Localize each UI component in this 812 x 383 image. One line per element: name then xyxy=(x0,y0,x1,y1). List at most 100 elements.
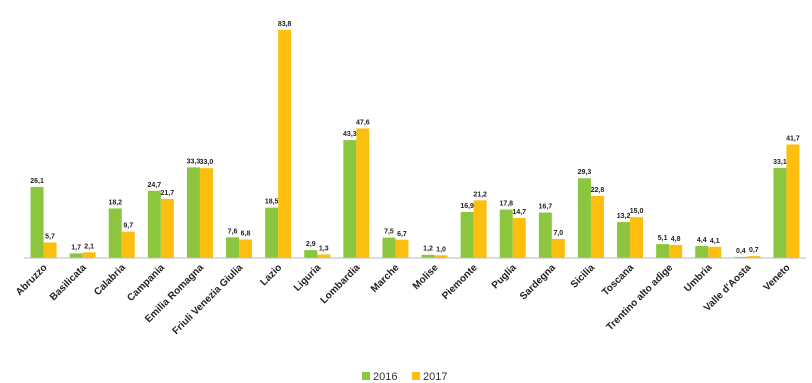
x-tick-label: Campania xyxy=(125,262,167,304)
bar xyxy=(656,244,670,258)
bar xyxy=(186,167,200,258)
value-label: 22,8 xyxy=(591,187,605,194)
bar xyxy=(538,212,552,258)
bar xyxy=(786,144,800,258)
value-label: 4,1 xyxy=(710,238,720,245)
legend-label: 2016 xyxy=(373,371,397,383)
x-tick-label: Toscana xyxy=(600,262,636,298)
x-tick-label: Umbria xyxy=(682,262,714,294)
bar xyxy=(630,217,644,258)
value-label: 15,0 xyxy=(630,208,644,215)
x-tick-label: Lazio xyxy=(258,262,284,288)
value-label: 18,5 xyxy=(265,199,279,206)
x-tick-label: Molise xyxy=(411,262,441,292)
bar xyxy=(304,250,318,258)
value-label: 21,2 xyxy=(473,191,487,198)
value-label: 18,2 xyxy=(108,199,122,206)
x-tick-label: Marche xyxy=(369,262,402,295)
bar xyxy=(434,255,448,258)
bar xyxy=(278,29,292,258)
bar xyxy=(590,195,604,258)
bar xyxy=(160,198,174,258)
value-label: 24,7 xyxy=(148,182,162,189)
bar xyxy=(343,140,357,258)
value-label: 1,2 xyxy=(423,246,433,253)
bar xyxy=(577,178,591,258)
bar xyxy=(121,231,135,258)
value-label: 21,7 xyxy=(161,190,175,197)
bar xyxy=(421,254,435,258)
bar xyxy=(499,209,513,258)
bar xyxy=(147,190,161,258)
value-label: 16,9 xyxy=(460,203,474,210)
x-tick-label: Liguria xyxy=(292,262,324,294)
value-label: 29,3 xyxy=(578,169,592,176)
bar xyxy=(108,208,122,258)
value-label: 0,7 xyxy=(749,247,759,254)
value-label: 9,7 xyxy=(123,223,133,230)
x-tick-label: Piemonte xyxy=(440,262,480,302)
value-label: 33,1 xyxy=(773,159,787,166)
value-label: 33,0 xyxy=(200,159,214,166)
bar xyxy=(708,246,722,258)
bar xyxy=(265,207,279,258)
legend-label: 2017 xyxy=(423,371,447,383)
bar xyxy=(30,186,44,258)
value-label: 5,1 xyxy=(658,235,668,242)
value-label: 6,7 xyxy=(397,231,407,238)
value-label: 6,8 xyxy=(241,230,251,237)
bar xyxy=(382,237,396,258)
value-label: 83,8 xyxy=(278,21,292,28)
x-tick-label: Calabria xyxy=(92,262,128,298)
bar xyxy=(226,237,240,258)
value-label: 1,0 xyxy=(436,246,446,253)
value-label: 0,4 xyxy=(736,248,746,255)
x-tick-label: Veneto xyxy=(762,262,793,293)
bar xyxy=(69,253,83,258)
bar xyxy=(669,244,683,258)
bar xyxy=(773,167,787,258)
bar xyxy=(43,242,57,258)
value-label: 26,1 xyxy=(30,178,44,185)
value-label: 33,3 xyxy=(187,158,201,165)
x-tick-label: Puglia xyxy=(490,262,519,291)
bar xyxy=(695,246,709,258)
x-tick-label: Friuli Venezia Giulia xyxy=(171,262,246,337)
x-tick-label: Basilicata xyxy=(48,262,89,303)
bar xyxy=(551,238,565,258)
bar xyxy=(239,239,253,258)
value-label: 13,2 xyxy=(617,213,631,220)
bar xyxy=(356,128,370,258)
bar xyxy=(512,217,526,258)
value-label: 47,6 xyxy=(356,119,370,126)
value-label: 41,7 xyxy=(786,135,800,142)
x-tick-label: Sicilia xyxy=(569,262,598,291)
legend-swatch xyxy=(362,372,370,380)
value-label: 4,4 xyxy=(697,237,707,244)
value-label: 1,3 xyxy=(319,245,329,252)
bar xyxy=(747,256,761,258)
value-label: 1,7 xyxy=(71,244,81,251)
value-label: 2,1 xyxy=(84,243,94,250)
value-label: 14,7 xyxy=(512,209,526,216)
bar xyxy=(199,168,213,258)
value-label: 7,6 xyxy=(228,228,238,235)
bar xyxy=(395,239,409,258)
x-tick-label: Lombardia xyxy=(319,262,363,306)
value-label: 7,0 xyxy=(553,230,563,237)
value-label: 5,7 xyxy=(45,233,55,240)
x-tick-label: Sardegna xyxy=(518,262,558,302)
value-label: 4,8 xyxy=(671,236,681,243)
value-label: 7,5 xyxy=(384,229,394,236)
x-tick-label: Trentino alto adige xyxy=(605,262,676,333)
value-label: 16,7 xyxy=(539,204,553,211)
bar xyxy=(460,211,474,258)
value-label: 43,3 xyxy=(343,131,357,138)
bar xyxy=(734,256,748,258)
x-tick-label: Abruzzo xyxy=(14,262,50,298)
bar xyxy=(317,254,331,258)
value-label: 2,9 xyxy=(306,241,316,248)
value-label: 17,8 xyxy=(499,201,513,208)
bar xyxy=(82,252,96,258)
